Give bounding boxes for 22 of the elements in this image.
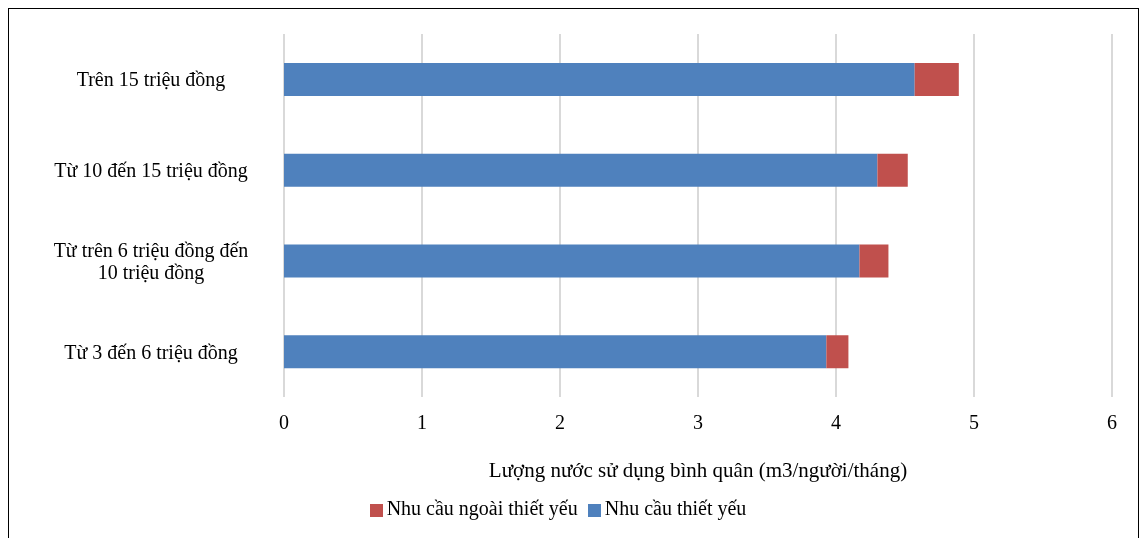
legend-label: Nhu cầu ngoài thiết yếu xyxy=(386,497,578,519)
y-tick-label: Từ 10 đến 15 triệu đồng xyxy=(54,159,248,183)
bar xyxy=(284,244,860,278)
legend-label: Nhu cầu thiết yếu xyxy=(604,497,747,519)
x-tick-label: 3 xyxy=(693,411,703,434)
bar xyxy=(284,335,827,369)
bar xyxy=(284,153,878,187)
y-tick-label: Từ trên 6 triệu đồng đến 10 triệu đồng xyxy=(53,238,249,284)
bar xyxy=(826,335,849,369)
bar xyxy=(877,153,908,187)
x-tick-label: 6 xyxy=(1107,411,1117,434)
x-tick-label: 0 xyxy=(279,411,289,434)
x-tick-label: 5 xyxy=(969,411,979,434)
y-tick-label: Từ 3 đến 6 triệu đồng xyxy=(64,340,238,364)
bar xyxy=(859,244,889,278)
x-tick-label: 4 xyxy=(831,411,841,434)
bar xyxy=(284,63,915,96)
bar xyxy=(914,63,959,96)
y-tick-label: Trên 15 triệu đồng xyxy=(76,68,226,92)
x-axis-title: Lượng nước sử dụng bình quân (m3/người/tháng) xyxy=(488,458,908,482)
x-tick-label: 2 xyxy=(555,411,565,434)
x-tick-label: 1 xyxy=(417,411,427,434)
